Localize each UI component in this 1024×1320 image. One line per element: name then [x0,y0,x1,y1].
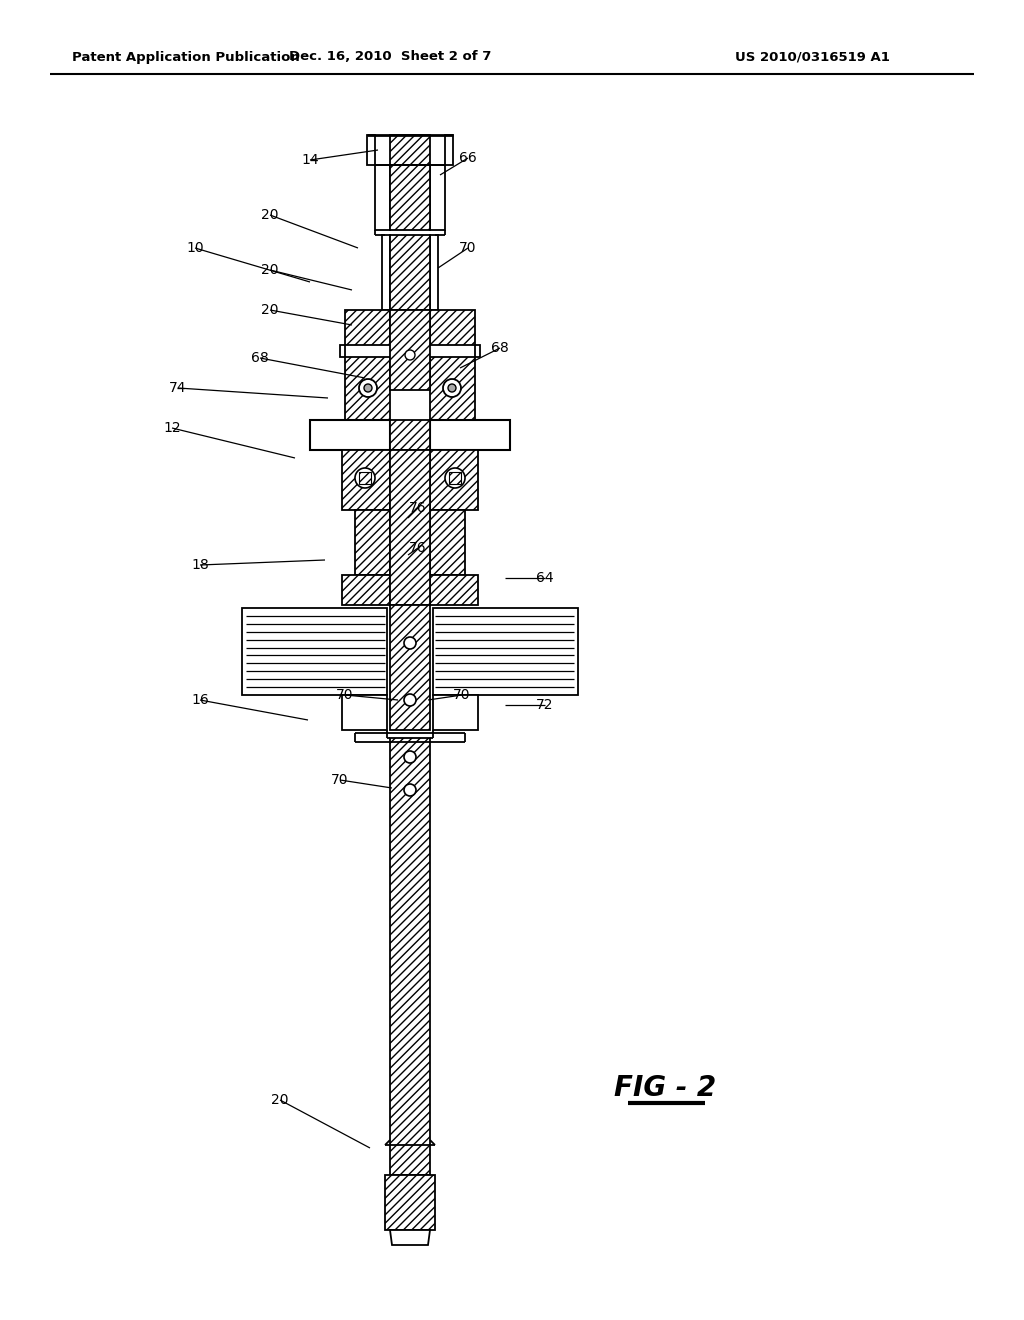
Polygon shape [345,356,390,420]
Polygon shape [390,235,430,310]
Text: Dec. 16, 2010  Sheet 2 of 7: Dec. 16, 2010 Sheet 2 of 7 [289,50,492,63]
Polygon shape [385,1175,435,1230]
Polygon shape [430,420,510,450]
Circle shape [449,384,456,392]
Polygon shape [342,450,390,510]
Polygon shape [390,1230,430,1245]
Text: 68: 68 [492,341,509,355]
Text: 66: 66 [459,150,477,165]
Text: 18: 18 [191,558,209,572]
Circle shape [355,469,375,488]
Polygon shape [242,609,387,696]
Polygon shape [390,420,430,450]
Text: 14: 14 [301,153,318,168]
Polygon shape [340,345,345,356]
Text: 68: 68 [251,351,269,366]
Text: 20: 20 [261,304,279,317]
Circle shape [443,379,461,397]
Polygon shape [390,165,430,230]
Polygon shape [345,310,390,345]
Circle shape [445,469,465,488]
Polygon shape [342,576,390,605]
Polygon shape [355,510,390,576]
Circle shape [404,751,416,763]
Polygon shape [359,473,371,484]
Polygon shape [310,420,390,450]
Polygon shape [430,356,475,420]
Text: 72: 72 [537,698,554,711]
Text: 12: 12 [163,421,181,436]
Circle shape [364,384,372,392]
Text: 20: 20 [261,209,279,222]
Text: 76: 76 [410,502,427,515]
Circle shape [404,638,416,649]
Polygon shape [390,135,430,165]
Text: 10: 10 [186,242,204,255]
Polygon shape [430,510,465,576]
Circle shape [404,784,416,796]
Text: 74: 74 [169,381,186,395]
Polygon shape [430,576,478,605]
Text: Patent Application Publication: Patent Application Publication [72,50,300,63]
Polygon shape [430,310,475,345]
Polygon shape [390,450,430,605]
Text: 20: 20 [271,1093,289,1107]
Polygon shape [342,696,387,730]
Polygon shape [430,165,445,230]
Text: 64: 64 [537,572,554,585]
Text: 76: 76 [410,541,427,554]
Text: 70: 70 [336,688,353,702]
Text: US 2010/0316519 A1: US 2010/0316519 A1 [735,50,890,63]
Polygon shape [390,310,430,389]
Polygon shape [390,605,430,730]
Polygon shape [430,235,438,310]
Text: FIG - 2: FIG - 2 [614,1074,716,1102]
Polygon shape [433,609,578,696]
Polygon shape [445,135,453,165]
Text: 16: 16 [191,693,209,708]
Polygon shape [367,135,375,165]
Polygon shape [375,165,390,230]
Circle shape [406,350,415,360]
Circle shape [359,379,377,397]
Text: 70: 70 [331,774,349,787]
Polygon shape [390,738,430,1175]
Text: 70: 70 [459,242,477,255]
Circle shape [404,694,416,706]
Polygon shape [449,473,461,484]
Polygon shape [430,450,478,510]
Polygon shape [433,696,478,730]
Polygon shape [475,345,480,356]
Text: 70: 70 [454,688,471,702]
Polygon shape [382,235,390,310]
Text: 20: 20 [261,263,279,277]
